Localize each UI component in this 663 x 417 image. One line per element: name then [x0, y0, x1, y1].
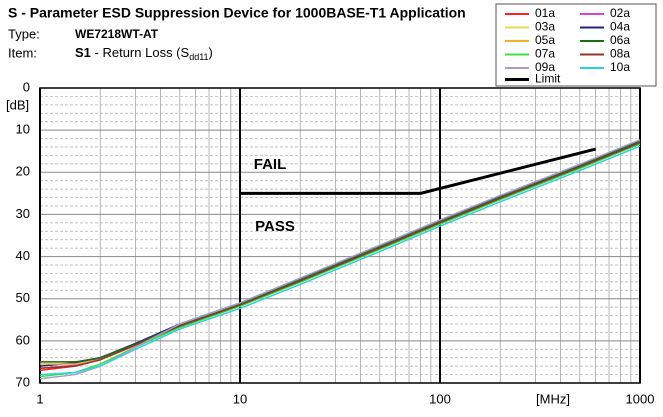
legend-label: 07a [535, 47, 555, 61]
x-tick-label: 1 [36, 391, 43, 406]
legend-label: 03a [535, 20, 555, 34]
x-tick-label: 100 [429, 391, 451, 406]
legend-label: Limit [535, 72, 561, 86]
legend-label: 09a [535, 60, 555, 74]
annotation: PASS [255, 218, 295, 235]
item-desc: - Return Loss (S [95, 45, 190, 60]
legend-label: 02a [610, 6, 630, 20]
x-axis-label: [MHz] [536, 391, 570, 406]
annotation: FAIL [254, 156, 287, 173]
series-line [39, 145, 641, 376]
legend-label: 06a [610, 33, 630, 47]
item-close: ) [209, 45, 213, 60]
legend-label: 04a [610, 20, 630, 34]
legend-label: 01a [535, 6, 555, 20]
type-label: Type: [8, 26, 40, 41]
legend-label: 08a [610, 47, 630, 61]
item-sub: dd11 [189, 52, 208, 62]
y-tick-label: 70 [16, 374, 30, 389]
y-tick-label: 30 [16, 206, 30, 221]
y-axis-label: [dB] [6, 97, 29, 112]
y-tick-label: 20 [16, 164, 30, 179]
y-tick-label: 10 [16, 122, 30, 137]
series-line [39, 142, 641, 369]
legend-box [495, 3, 657, 87]
y-tick-label: 0 [23, 79, 30, 94]
y-tick-label: 40 [16, 248, 30, 263]
chart-title: S - Parameter ESD Suppression Device for… [8, 5, 466, 21]
series-line [39, 139, 641, 380]
item-code: S1 [75, 45, 91, 60]
y-tick-label: 50 [16, 290, 30, 305]
type-value: WE7218WT-AT [75, 27, 159, 41]
series-line [39, 143, 641, 378]
series-line [40, 140, 641, 363]
plot-border [39, 87, 641, 384]
legend-label: 05a [535, 33, 555, 47]
item-text: S1 - Return Loss (Sdd11) [75, 45, 213, 62]
x-tick-label: 10 [233, 391, 247, 406]
x-tick-label: 1000 [626, 391, 655, 406]
item-label: Item: [8, 45, 37, 60]
legend-label: 10a [610, 60, 630, 74]
series-line [40, 141, 641, 363]
series-line [240, 147, 596, 195]
y-tick-label: 60 [16, 332, 30, 347]
